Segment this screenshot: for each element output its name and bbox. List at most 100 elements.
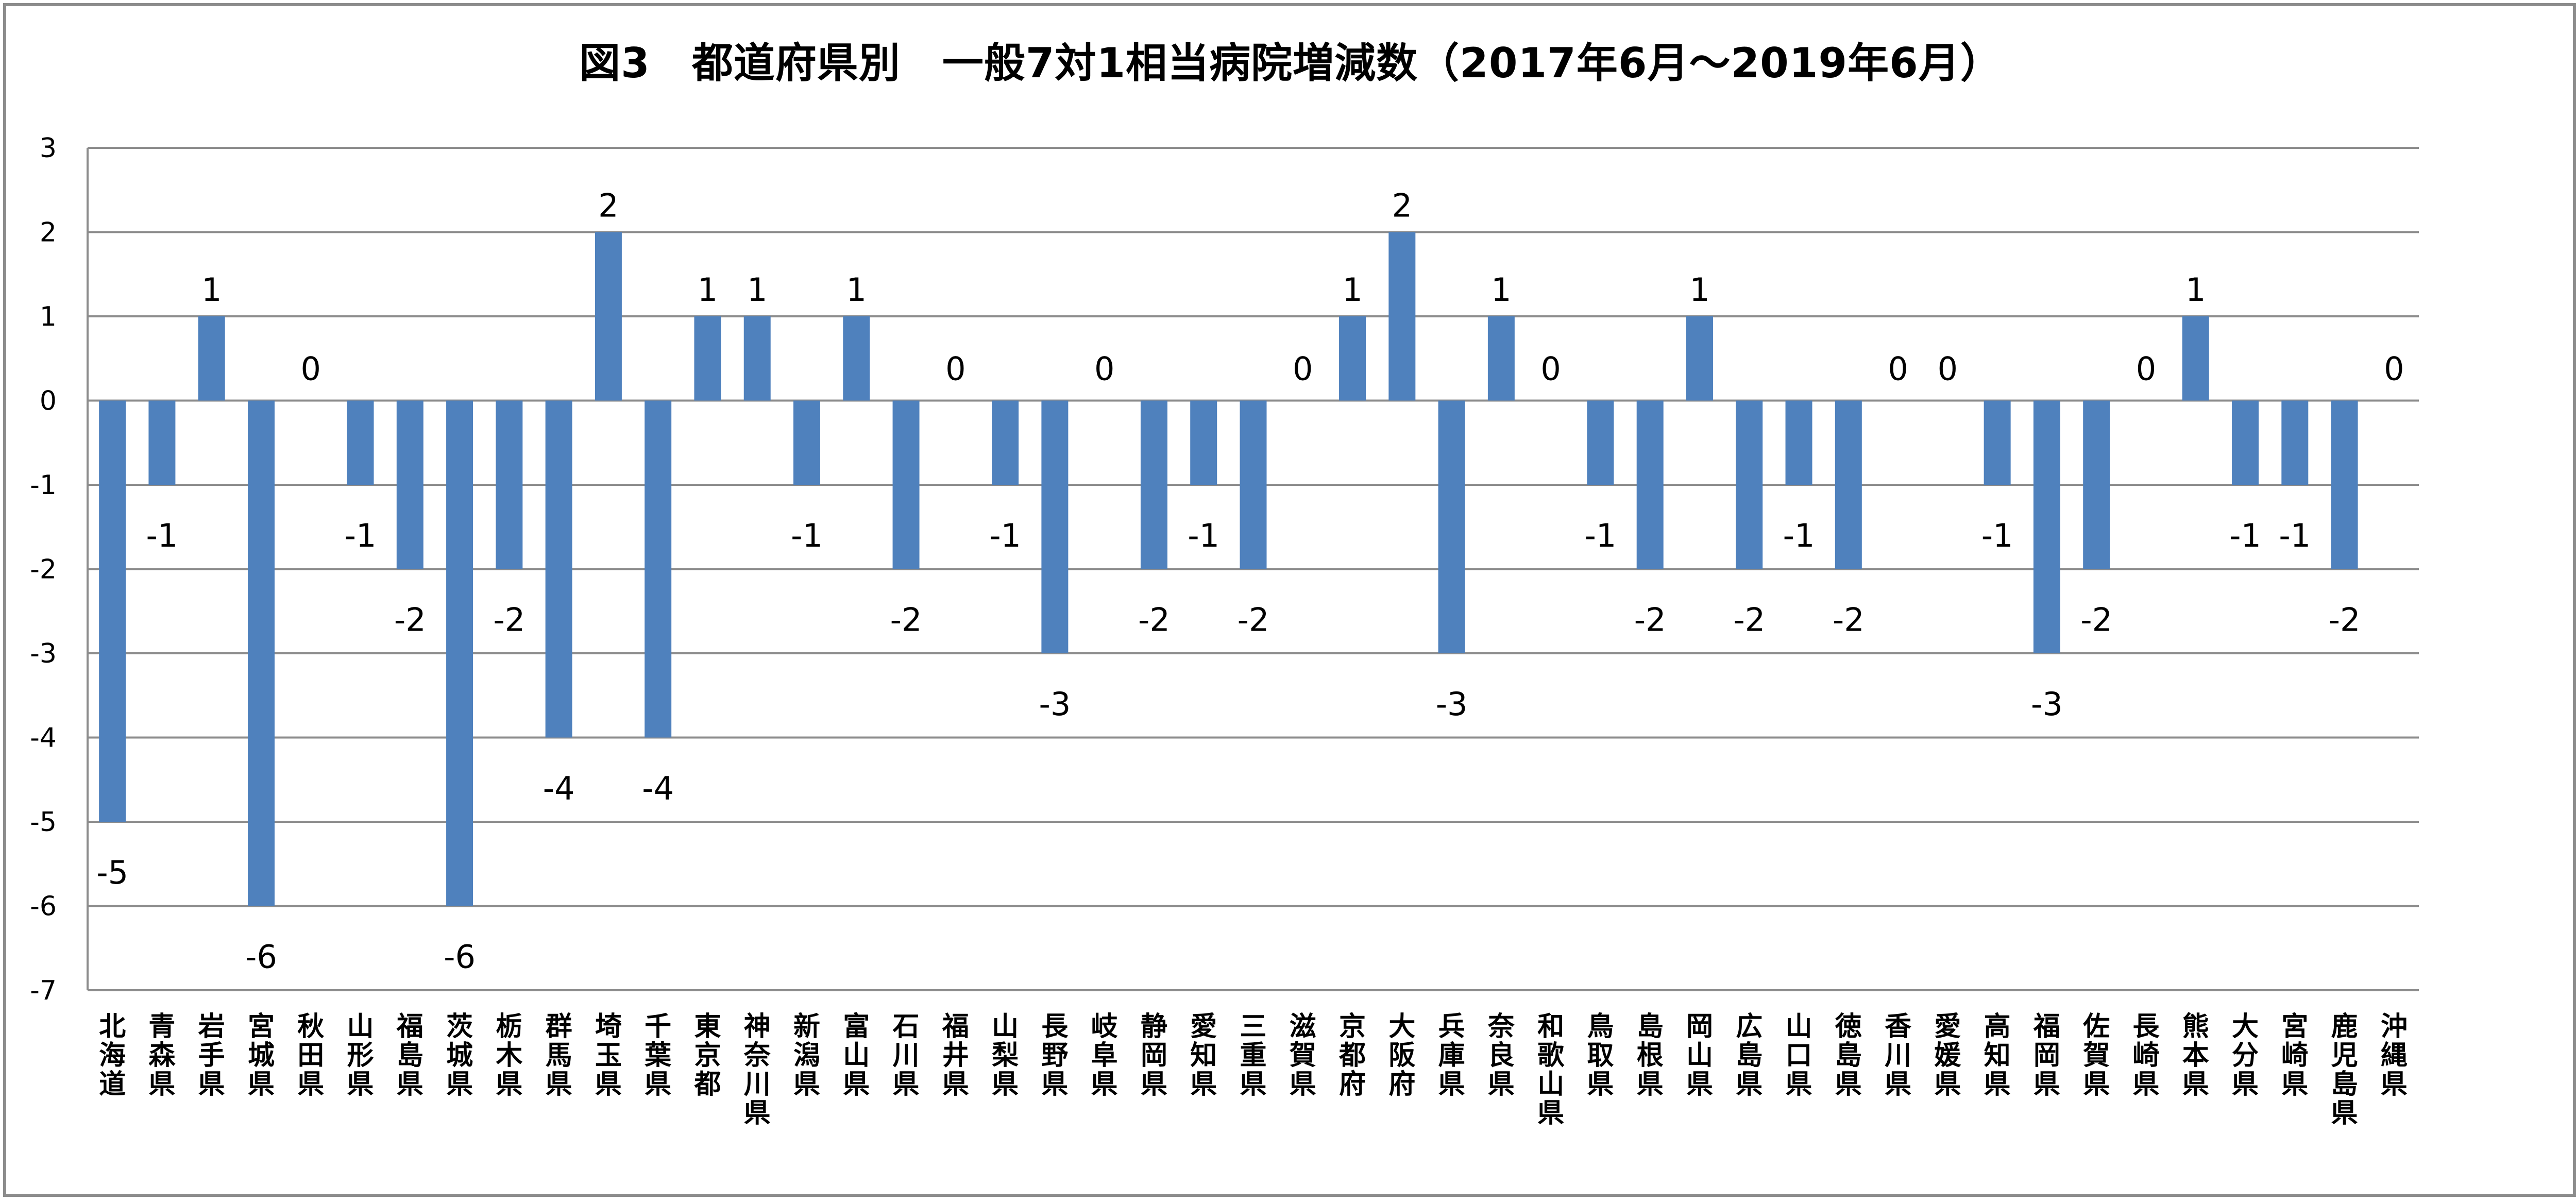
data-label: -6: [444, 938, 476, 976]
category-label: 福: [942, 1011, 969, 1042]
category-label: 道: [99, 1069, 126, 1100]
bar: [1785, 400, 1812, 485]
category-label: 熊: [2182, 1011, 2209, 1042]
category-label: 岩: [198, 1011, 225, 1042]
data-label: 0: [2136, 350, 2156, 388]
y-tick-label: 3: [40, 133, 57, 164]
category-label: 奈: [743, 1040, 771, 1071]
data-label: 0: [1094, 350, 1114, 388]
category-label: 山: [1537, 1069, 1564, 1100]
bar: [1636, 400, 1664, 569]
category-label: 島: [1835, 1040, 1862, 1071]
category-label: 大: [2232, 1011, 2259, 1042]
category-label: 島: [1637, 1011, 1664, 1042]
category-label: 阜: [1091, 1040, 1118, 1071]
data-label: -1: [1783, 517, 1815, 554]
category-label: 梨: [992, 1040, 1019, 1071]
data-label: 1: [1689, 271, 1709, 309]
category-label: 青: [148, 1011, 175, 1042]
category-label: 三: [1240, 1011, 1266, 1042]
data-label: -6: [245, 938, 277, 976]
category-label: 県: [2381, 1069, 2408, 1100]
bar: [1587, 400, 1614, 485]
category-label: 島: [2331, 1069, 2358, 1100]
category-label: 愛: [1190, 1011, 1217, 1042]
category-label: 口: [1786, 1040, 1812, 1071]
category-label: 県: [1537, 1098, 1564, 1129]
category-label: 葉: [644, 1040, 672, 1071]
category-label: 県: [2182, 1069, 2209, 1100]
category-label: 高: [1984, 1011, 2011, 1042]
category-label: 良: [1488, 1040, 1515, 1071]
bar: [496, 400, 523, 569]
category-label: 都: [1338, 1040, 1366, 1071]
data-label: 0: [1938, 350, 1958, 388]
data-label: -2: [1634, 601, 1666, 639]
category-label: 富: [843, 1011, 870, 1042]
category-label: 県: [1141, 1069, 1167, 1100]
data-label: -1: [1188, 517, 1219, 554]
data-label: -1: [2279, 517, 2311, 554]
category-label: 賀: [2083, 1040, 2110, 1071]
bar: [1339, 316, 1366, 401]
category-label: 宮: [2281, 1011, 2308, 1042]
y-tick-label: -2: [30, 554, 57, 585]
category-label: 根: [1637, 1040, 1664, 1071]
category-label: 城: [446, 1040, 473, 1071]
data-label: 0: [301, 350, 321, 388]
bar: [148, 400, 176, 485]
category-label: 県: [297, 1069, 324, 1100]
category-label: 手: [198, 1040, 225, 1071]
category-label: 京: [1339, 1011, 1366, 1042]
category-label: 県: [397, 1069, 423, 1100]
y-tick-label: -5: [30, 807, 57, 838]
category-label: 県: [1041, 1069, 1068, 1100]
data-label: -2: [1138, 601, 1170, 639]
data-label: -1: [1585, 517, 1617, 554]
category-label: 県: [2331, 1098, 2358, 1129]
category-label: 県: [2033, 1069, 2060, 1100]
category-label: 県: [1190, 1069, 1217, 1100]
y-tick-label: -4: [30, 723, 57, 754]
category-label: 鹿: [2331, 1011, 2358, 1042]
category-label: 長: [1041, 1011, 1069, 1042]
bar: [347, 400, 374, 485]
bar: [1686, 316, 1713, 401]
data-label: 1: [846, 271, 867, 309]
category-label: 神: [744, 1011, 771, 1042]
category-label: 県: [347, 1069, 374, 1100]
bar: [694, 316, 721, 401]
category-label: 知: [1984, 1040, 2011, 1071]
category-label: 奈: [1487, 1011, 1515, 1042]
data-labels: -5-11-60-1-2-6-2-42-41 1-11-20-1-30-2-1-2…: [96, 187, 2404, 976]
category-label: 県: [992, 1069, 1019, 1100]
category-label: 阪: [1388, 1040, 1415, 1071]
data-label: 1: [201, 271, 222, 309]
bar: [396, 400, 423, 569]
category-label: 取: [1587, 1040, 1614, 1071]
bar: [1388, 232, 1416, 401]
data-label: -2: [2080, 601, 2112, 639]
bar: [2281, 400, 2309, 485]
category-label: 県: [793, 1069, 820, 1100]
category-label: 井: [942, 1040, 969, 1071]
data-label: 0: [1888, 350, 1908, 388]
category-label: 県: [1290, 1069, 1316, 1100]
data-label: 1: [1491, 271, 1511, 309]
data-label: -5: [96, 854, 128, 891]
category-label: 新: [793, 1011, 820, 1042]
category-label: 庫: [1438, 1040, 1465, 1071]
category-label: 県: [2281, 1069, 2308, 1100]
category-label: 分: [2232, 1040, 2259, 1071]
category-label: 埼: [595, 1011, 622, 1042]
category-label: 島: [397, 1040, 423, 1071]
category-label: 県: [1637, 1069, 1664, 1100]
bar: [1736, 400, 1763, 569]
bar: [793, 400, 821, 485]
bar: [1240, 400, 1267, 569]
data-label: 1: [2185, 271, 2206, 309]
category-label: 岡: [1686, 1011, 1713, 1042]
category-label: 県: [198, 1069, 225, 1100]
category-label: 静: [1141, 1011, 1167, 1042]
